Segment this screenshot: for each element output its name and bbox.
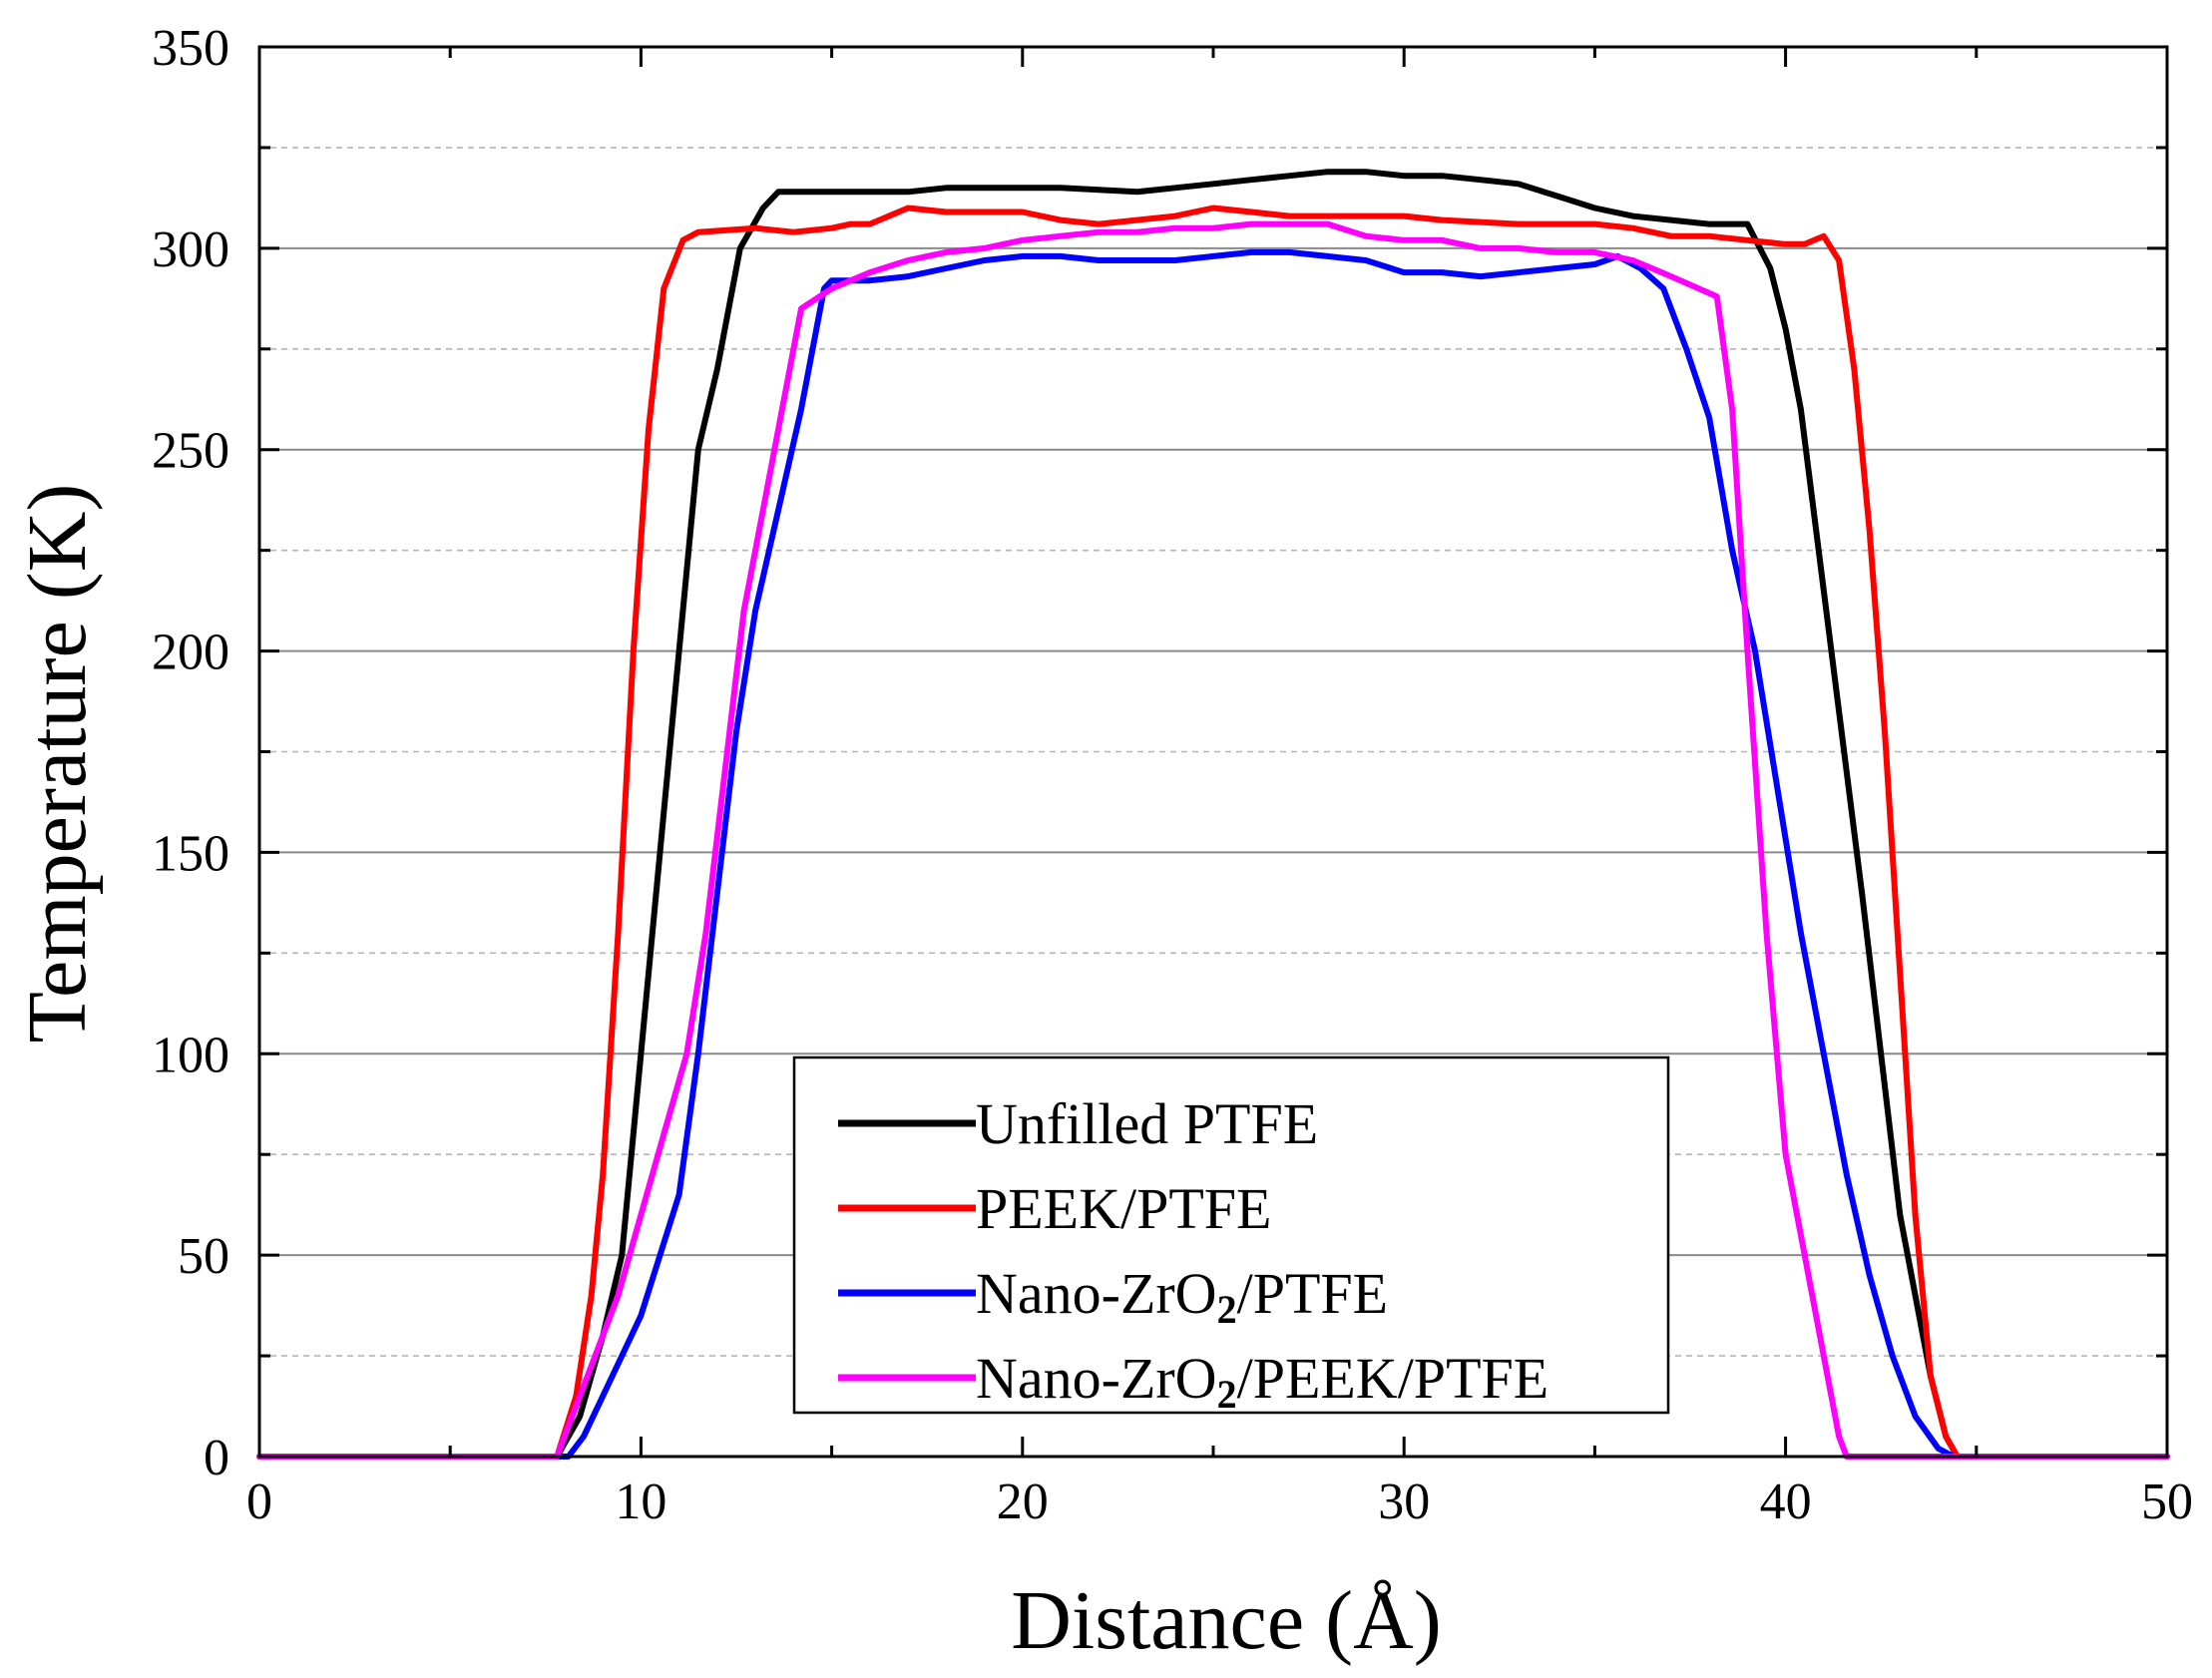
series-line-nano-zro-peek-ptfe [256,220,2170,1460]
legend-label: Nano-ZrO2/PTFE [976,1261,1388,1332]
legend-label-rest: /PEEK/PTFE [1237,1346,1549,1411]
legend-label-rest: /PTFE [1237,1261,1389,1326]
series-layer [256,169,2170,1460]
x-tick-label: 40 [1760,1473,1812,1530]
x-tick-label: 20 [997,1473,1049,1530]
legend-label-main: Nano-ZrO [976,1346,1217,1411]
y-tick-label: 50 [178,1228,229,1285]
legend-label-subscript: 2 [1217,1287,1237,1332]
x-tick-label: 50 [2141,1473,2193,1530]
series-line-nano-zro-ptfe [256,248,2170,1460]
y-tick-label: 200 [152,625,229,681]
series-line-peek-ptfe [256,205,2170,1460]
series-line-unfilled-ptfe [256,169,2170,1460]
legend-box [792,1055,1670,1415]
y-tick-label: 300 [152,221,229,278]
y-tick-label: 100 [152,1027,229,1083]
x-tick-label: 0 [246,1473,272,1530]
x-tick-label: 10 [615,1473,666,1530]
ticks [257,45,2169,1459]
legend-label-main: Nano-ZrO [976,1261,1217,1326]
legend-label-main: Unfilled PTFE [976,1091,1318,1156]
y-tick-label: 150 [152,825,229,882]
legend: Unfilled PTFEPEEK/PTFENano-ZrO2/PTFENano… [792,1055,1670,1417]
y-tick-label: 250 [152,423,229,480]
grid [259,147,2167,1357]
legend-label: Nano-ZrO2/PEEK/PTFE [976,1346,1548,1417]
x-axis-title: Distance (Å) [1011,1574,1441,1667]
x-tick-label: 30 [1378,1473,1430,1530]
y-axis-title: Temperature (K) [11,484,104,1044]
legend-label-main: PEEK/PTFE [976,1176,1272,1241]
y-tick-label: 0 [204,1430,229,1486]
legend-label-subscript: 2 [1217,1372,1237,1417]
y-tick-label: 350 [152,20,229,77]
legend-label: Unfilled PTFE [976,1091,1318,1156]
legend-label: PEEK/PTFE [976,1176,1272,1241]
tick-labels: 0 10 20 30 40 50 0 50 100 150 200 250 300 350 [152,20,2193,1530]
